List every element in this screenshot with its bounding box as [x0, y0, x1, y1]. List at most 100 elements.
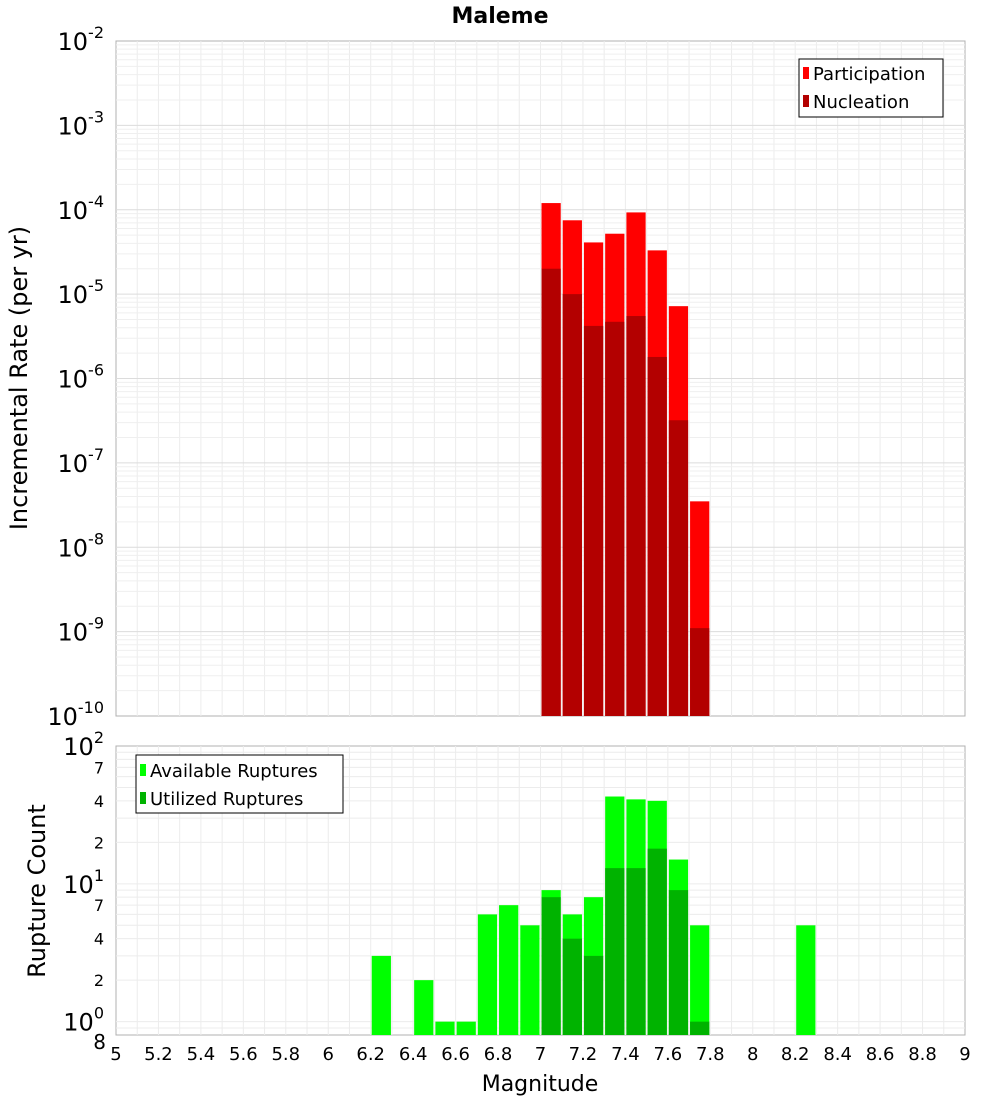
count-bar-a-7.75 [690, 925, 710, 1035]
rate-legend: Participation Nucleation [798, 58, 944, 118]
participation-legend-swatch [803, 67, 809, 79]
rate-y-tick-label-exp: -2 [88, 23, 104, 42]
rate-y-tick-label-base: 10 [58, 197, 89, 225]
x-tick-label: 7.4 [611, 1044, 640, 1065]
count-bar-b-7.45 [626, 868, 646, 1035]
x-tick-label: 9 [959, 1044, 970, 1065]
x-axis-label: Magnitude [482, 1072, 599, 1097]
rate-bar-b-7.45 [626, 316, 646, 716]
rate-y-tick-label-base: 10 [58, 28, 89, 56]
count-y-tick-label: 4 [94, 930, 104, 949]
x-tick-label: 6.6 [441, 1044, 470, 1065]
x-tick-label: 6.4 [399, 1044, 428, 1065]
rate-y-tick-label-base: 10 [47, 703, 78, 731]
count-bar-b-7.55 [647, 848, 667, 1035]
x-tick-label: 8.8 [908, 1044, 937, 1065]
count-bar-a-6.55 [435, 1021, 455, 1035]
rate-bar-b-7.05 [541, 268, 561, 716]
rate-y-tick-label-base: 10 [58, 366, 89, 394]
rate-y-tick-label: 10-10 [47, 698, 104, 731]
count-bar-b-7.75 [690, 1021, 710, 1035]
rate-bar-b-7.25 [583, 325, 604, 716]
rate-y-tick-label: 10-5 [58, 276, 105, 309]
count-bar-a-6.65 [456, 1021, 476, 1035]
x-tick-label: 6.8 [484, 1044, 513, 1065]
rate-grid [116, 41, 965, 716]
count-y-tick-label: 102 [63, 728, 104, 761]
rate-y-tick-label-exp: -5 [88, 276, 104, 295]
rate-y-tick-label-base: 10 [58, 619, 89, 647]
rate-y-tick-label-exp: -3 [88, 107, 104, 126]
x-tick-label: 6.2 [356, 1044, 385, 1065]
available-legend-label: Available Ruptures [150, 761, 318, 782]
rate-y-tick-label-base: 10 [58, 450, 89, 478]
count-bar-a-6.25 [371, 955, 391, 1035]
x-tick-label: 6 [323, 1044, 334, 1065]
x-tick-label: 5.4 [187, 1044, 216, 1065]
rate-bar-b-7.35 [605, 321, 625, 716]
chart-title: Maleme [451, 4, 548, 29]
count-y-axis-label: Rupture Count [23, 804, 51, 978]
count-bar-b-7.15 [562, 938, 582, 1035]
x-tick-label: 7.2 [569, 1044, 598, 1065]
count-y-tick-label-base: 10 [63, 733, 94, 761]
nucleation-legend-swatch [803, 95, 809, 107]
rate-y-tick-label: 10-9 [58, 614, 105, 647]
count-bar-a-8.25 [796, 925, 816, 1035]
utilized-legend-swatch [140, 792, 146, 804]
rate-bar-b-7.65 [668, 420, 689, 716]
count-y-tick-label-base: 10 [63, 1009, 94, 1037]
count-y-tick-label: 7 [94, 758, 104, 777]
count-bar-a-6.75 [477, 914, 498, 1035]
count-bar-b-7.65 [668, 890, 689, 1035]
count-bar-a-6.45 [414, 980, 434, 1035]
utilized-legend-label: Utilized Ruptures [150, 789, 303, 810]
count-legend-box [135, 754, 344, 814]
rate-y-tick-label: 10-6 [58, 361, 105, 394]
rate-y-tick-label: 10-3 [58, 107, 105, 140]
rate-y-tick-label-exp: -4 [88, 192, 104, 211]
rate-y-tick-label-exp: -9 [88, 614, 104, 633]
rate-bar-b-7.55 [647, 356, 667, 716]
count-y-tick-label: 2 [94, 971, 104, 990]
count-y-tick-label: 7 [94, 896, 104, 915]
x-tick-label: 7.6 [654, 1044, 683, 1065]
count-bars [371, 796, 816, 1035]
count-bar-a-6.95 [520, 925, 540, 1035]
count-y-tick-label-exp: 0 [94, 1004, 104, 1023]
count-y-tick-label: 100 [63, 1004, 104, 1037]
x-tick-label: 8.2 [781, 1044, 810, 1065]
count-y-tick-label-exp: 1 [94, 866, 104, 885]
count-bar-b-7.35 [605, 868, 625, 1035]
count-y-tick-label: 8 [93, 1030, 106, 1054]
count-bar-a-6.85 [499, 905, 519, 1035]
rate-y-tick-label-base: 10 [58, 281, 89, 309]
x-tick-label: 5 [110, 1044, 121, 1065]
x-tick-label: 5.8 [271, 1044, 300, 1065]
rate-bar-b-7.15 [562, 294, 582, 716]
rate-y-axis-label: Incremental Rate (per yr) [5, 226, 33, 530]
rate-y-tick-label-base: 10 [58, 534, 89, 562]
count-y-tick-label-exp: 2 [94, 728, 104, 747]
rate-y-tick-label-base: 10 [58, 112, 89, 140]
x-tick-label: 8.4 [823, 1044, 852, 1065]
count-legend: Available Ruptures Utilized Ruptures [135, 754, 344, 814]
rate-y-tick-label: 10-7 [58, 445, 105, 478]
rate-y-tick-label-exp: -10 [78, 698, 104, 717]
count-y-tick-label: 2 [94, 833, 104, 852]
x-tick-label: 8.6 [866, 1044, 895, 1065]
rate-y-tick-label: 10-8 [58, 529, 105, 562]
count-y-tick-label: 101 [63, 866, 104, 899]
rate-bar-b-7.75 [690, 628, 710, 716]
rate-legend-box [798, 58, 944, 118]
rate-y-tick-label-exp: -6 [88, 361, 104, 380]
x-tick-label: 5.6 [229, 1044, 258, 1065]
rate-y-tick-label-exp: -8 [88, 529, 104, 548]
x-tick-label: 5.2 [144, 1044, 173, 1065]
count-y-tick-label-base: 10 [63, 871, 94, 899]
